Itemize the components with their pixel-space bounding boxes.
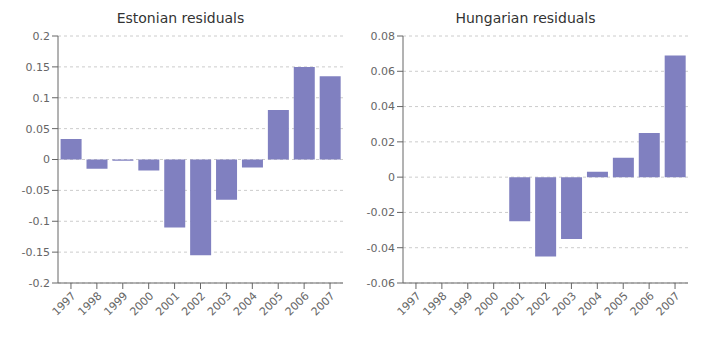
svg-text:2000: 2000 — [472, 289, 501, 318]
svg-text:2001: 2001 — [153, 289, 182, 318]
svg-text:1998: 1998 — [421, 289, 450, 318]
svg-text:0.05: 0.05 — [26, 123, 51, 136]
svg-text:0.06: 0.06 — [371, 65, 396, 78]
svg-text:0.2: 0.2 — [33, 30, 51, 43]
svg-text:0: 0 — [43, 153, 50, 166]
svg-text:2002: 2002 — [524, 289, 553, 318]
svg-text:2007: 2007 — [309, 289, 338, 318]
svg-text:0: 0 — [388, 171, 395, 184]
svg-text:0.15: 0.15 — [26, 61, 51, 74]
svg-text:2002: 2002 — [179, 289, 208, 318]
svg-text:2003: 2003 — [550, 289, 579, 318]
svg-text:2006: 2006 — [628, 289, 657, 318]
svg-text:-0.06: -0.06 — [367, 277, 395, 290]
svg-text:-0.02: -0.02 — [367, 206, 395, 219]
svg-text:2006: 2006 — [283, 289, 312, 318]
svg-text:1998: 1998 — [76, 289, 105, 318]
svg-text:2005: 2005 — [257, 289, 286, 318]
svg-text:2005: 2005 — [602, 289, 631, 318]
svg-text:-0.2: -0.2 — [29, 277, 50, 290]
svg-text:1999: 1999 — [101, 289, 130, 318]
svg-text:2001: 2001 — [498, 289, 527, 318]
svg-text:2004: 2004 — [576, 289, 605, 318]
svg-text:0.08: 0.08 — [371, 30, 396, 43]
html-text:Hungarian residuals: Hungarian residuals — [455, 10, 596, 26]
svg-text:1999: 1999 — [446, 289, 475, 318]
svg-text:1997: 1997 — [50, 289, 79, 318]
svg-text:0.1: 0.1 — [33, 92, 51, 105]
svg-text:1997: 1997 — [395, 289, 424, 318]
svg-text:-0.04: -0.04 — [367, 242, 395, 255]
svg-text:0.04: 0.04 — [371, 100, 396, 113]
svg-text:2004: 2004 — [231, 289, 260, 318]
svg-text:-0.1: -0.1 — [29, 215, 50, 228]
svg-text:2007: 2007 — [654, 289, 683, 318]
svg-text:-0.15: -0.15 — [22, 246, 50, 259]
svg-text:0.02: 0.02 — [371, 136, 396, 149]
svg-text:2003: 2003 — [205, 289, 234, 318]
svg-text:-0.05: -0.05 — [22, 184, 50, 197]
html-text:Estonian residuals: Estonian residuals — [116, 10, 245, 26]
svg-text:2000: 2000 — [127, 289, 156, 318]
